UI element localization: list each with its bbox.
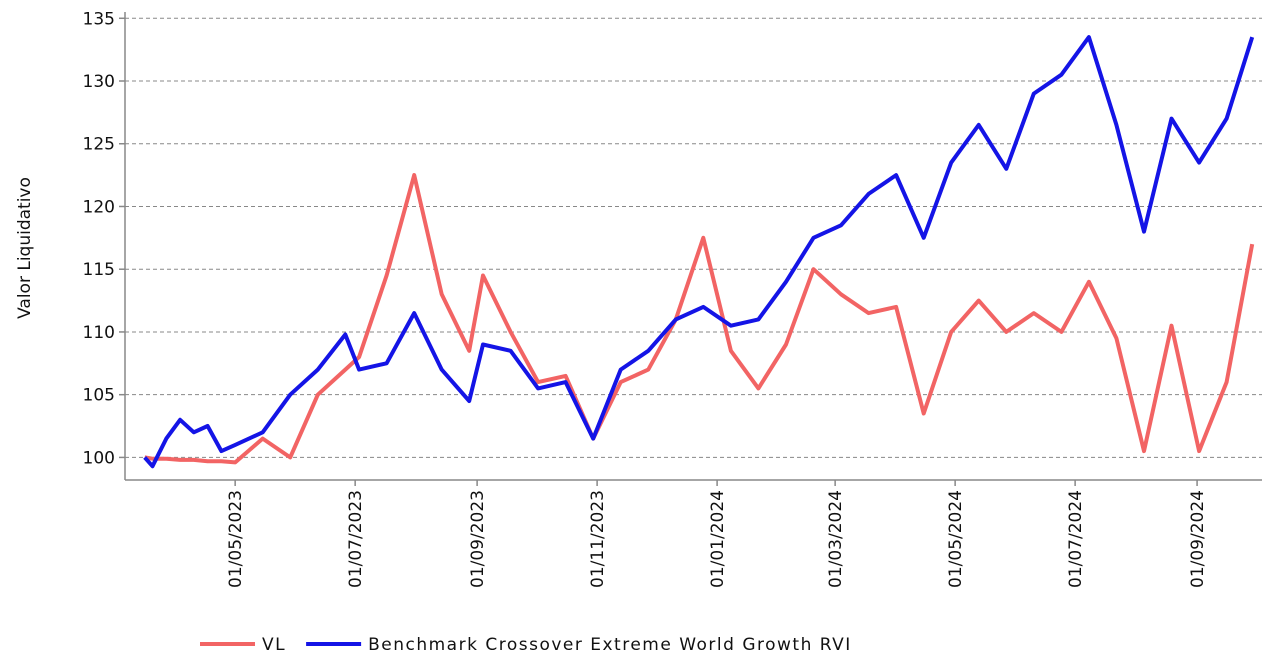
x-tick-label: 01/09/2024 [1188, 490, 1208, 588]
series-line [144, 173, 1255, 465]
y-axis-label: Valor Liquidativo [15, 177, 35, 319]
y-tick-label: 125 [83, 135, 115, 155]
x-tick-label: 01/05/2024 [946, 490, 966, 588]
x-tick-label: 01/07/2024 [1066, 490, 1086, 588]
x-tick-label: 01/03/2024 [826, 490, 846, 588]
y-tick-label: 105 [83, 386, 115, 406]
legend-label: Benchmark Crossover Extreme World Growth… [368, 635, 852, 655]
y-tick-label: 135 [83, 9, 115, 29]
x-tick-label: 01/07/2023 [346, 490, 366, 588]
y-tick-label: 120 [83, 197, 115, 217]
x-tick-label: 01/11/2023 [588, 490, 608, 588]
y-tick-label: 130 [83, 72, 115, 92]
y-tick-label: 110 [83, 323, 115, 343]
y-tick-label: 115 [83, 260, 115, 280]
x-tick-label: 01/09/2023 [468, 490, 488, 588]
x-tick-label: 01/05/2023 [226, 490, 246, 588]
series-line [143, 35, 1255, 469]
legend-label: VL [262, 635, 286, 655]
y-tick-label: 100 [83, 448, 115, 468]
x-tick-label: 01/01/2024 [708, 490, 728, 588]
